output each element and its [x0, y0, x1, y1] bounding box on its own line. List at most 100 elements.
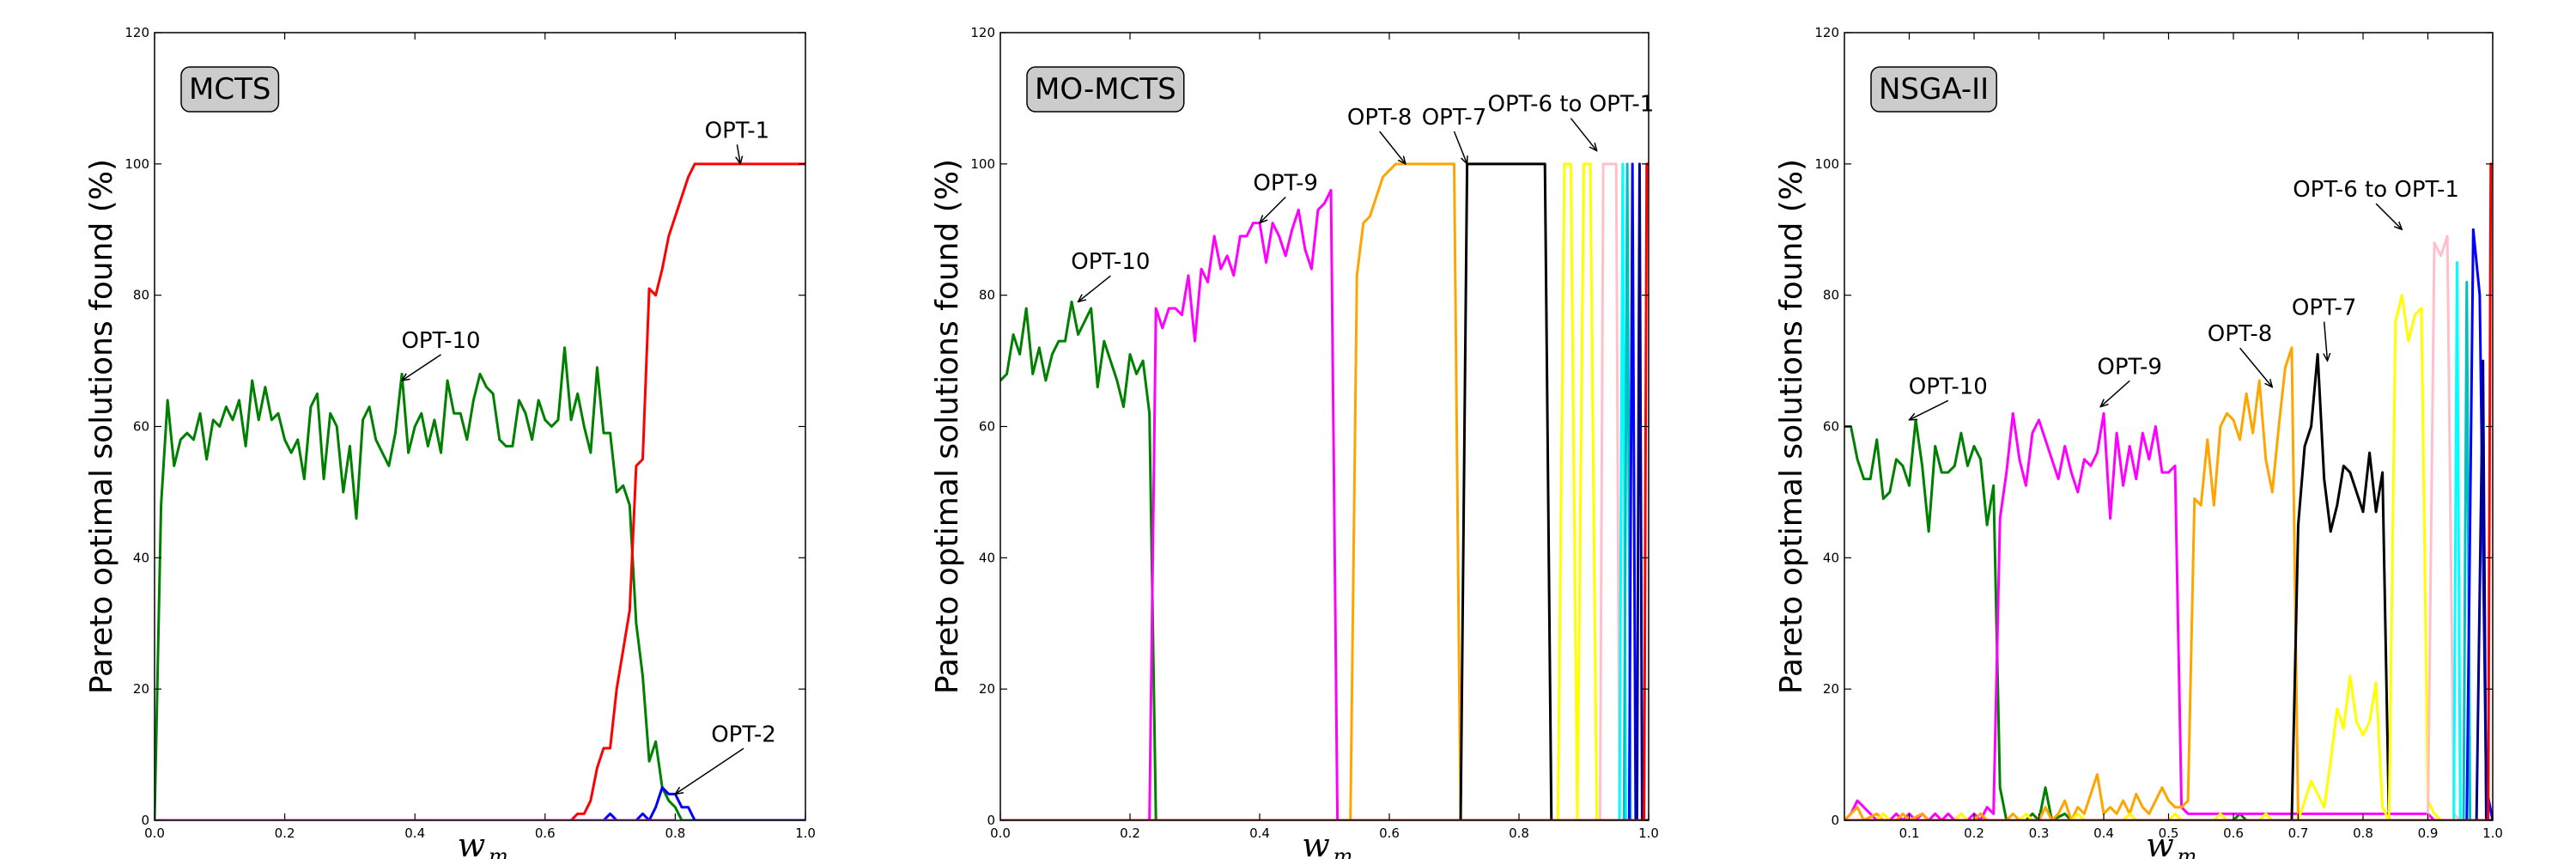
x-tick-label: 0.6 — [535, 825, 556, 841]
series-group — [155, 162, 805, 820]
annotation-arrow — [1078, 275, 1111, 302]
annotation-arrow — [1453, 131, 1467, 164]
x-tick-label: 0.0 — [144, 825, 165, 841]
series-line-6 — [1000, 162, 1649, 820]
annotation-opt-1: OPT-1 — [705, 118, 769, 164]
series-line-1 — [1844, 411, 2493, 820]
series-line-2 — [1844, 346, 2493, 820]
annotation-arrow — [1379, 131, 1406, 164]
x-tick-label: 0.0 — [990, 825, 1011, 841]
series-line-1 — [155, 162, 805, 820]
series-line-3 — [1844, 352, 2493, 820]
annotation-arrow — [675, 747, 744, 794]
annotation-opt-7: OPT-7 — [1422, 105, 1487, 164]
series-line-7 — [1000, 162, 1649, 820]
y-tick-label: 120 — [1814, 25, 1839, 40]
x-tick-label: 0.6 — [1379, 825, 1400, 841]
annotation-opt-8: OPT-8 — [1347, 105, 1413, 164]
annotation-opt-10: OPT-10 — [401, 328, 481, 381]
x-axis-label-subscript: m — [1334, 844, 1353, 859]
annotation-label: OPT-9 — [2097, 354, 2162, 380]
annotation-label: OPT-8 — [2208, 321, 2273, 347]
y-tick-label: 0 — [987, 813, 995, 828]
x-tick-label: 0.5 — [2159, 825, 2179, 841]
annotation-opt-6-to-opt-1: OPT-6 to OPT-1 — [1488, 92, 1654, 151]
annotation-arrow — [2375, 203, 2402, 229]
y-tick-label: 120 — [125, 25, 149, 40]
x-tick-label: 0.2 — [1964, 825, 1984, 841]
series-line-2 — [155, 786, 805, 820]
y-tick-label: 60 — [1823, 419, 1839, 435]
x-tick-label: 0.8 — [665, 825, 685, 841]
series-line-2 — [1000, 162, 1649, 820]
plot-frame — [1844, 32, 2494, 821]
y-tick-label: 80 — [1823, 288, 1839, 303]
series-line-5 — [1000, 162, 1649, 820]
annotation-label: OPT-9 — [1253, 170, 1318, 196]
panel-nsga-ii: 0 20 40 60 80 100 120 0.1 0.2 0.3 0.4 0.5 0.6 0.7 0.8 0… — [1774, 25, 2503, 859]
annotation-label: OPT-7 — [1422, 105, 1487, 131]
y-tick-label: 60 — [133, 419, 149, 435]
x-tick-label: 0.4 — [404, 825, 425, 841]
y-tick-label: 20 — [979, 681, 995, 697]
x-tick-label: 0.8 — [2353, 825, 2373, 841]
x-tick-label: 1.0 — [795, 825, 816, 841]
x-axis-label-subscript: m — [489, 844, 508, 859]
title-box-background — [1870, 66, 1997, 113]
panel-title-box: MO-MCTS — [1026, 66, 1185, 113]
series-line-0 — [155, 346, 805, 820]
y-tick-label: 40 — [979, 550, 995, 565]
y-tick-label: 80 — [133, 288, 149, 303]
annotation-opt-10: OPT-10 — [1071, 249, 1150, 302]
title-box-background — [180, 66, 280, 113]
x-tick-label: 0.4 — [2093, 825, 2114, 841]
y-tick-label: 100 — [1814, 156, 1839, 172]
series-line-4 — [1000, 162, 1649, 820]
y-axis-label: Pareto optimal solutions found (%) — [84, 159, 119, 694]
annotation-opt-8: OPT-8 — [2208, 321, 2273, 387]
annotation-opt-7: OPT-7 — [2292, 295, 2356, 361]
series-line-3 — [1000, 162, 1649, 820]
x-tick-label: 0.8 — [1509, 825, 1529, 841]
x-tick-label: 1.0 — [1638, 825, 1659, 841]
series-line-10 — [1844, 162, 2493, 820]
y-tick-label: 40 — [1823, 550, 1839, 565]
x-axis-label: w — [1302, 826, 1330, 859]
series-line-0 — [1844, 418, 2493, 820]
annotation-label: OPT-10 — [401, 328, 480, 354]
series-line-9 — [1000, 162, 1649, 820]
panel-title: NSGA-II — [1879, 72, 1989, 107]
panel-title-box: MCTS — [180, 66, 280, 113]
series-line-6 — [1844, 260, 2493, 820]
x-tick-label: 0.4 — [1249, 825, 1270, 841]
y-tick-label: 20 — [133, 681, 149, 697]
y-tick-label: 100 — [970, 156, 995, 172]
annotation-opt-9: OPT-9 — [1253, 170, 1318, 222]
annotation-arrow — [2100, 380, 2130, 406]
panel-title: MO-MCTS — [1035, 72, 1176, 107]
x-tick-label: 0.2 — [275, 825, 295, 841]
y-tick-label: 80 — [979, 288, 995, 303]
x-tick-label: 0.2 — [1120, 825, 1140, 841]
annotation-label: OPT-8 — [1347, 105, 1413, 131]
annotation-label: OPT-10 — [1909, 374, 1988, 399]
x-tick-label: 1.0 — [2482, 825, 2503, 841]
plot-frame — [154, 32, 806, 821]
y-axis-label: Pareto optimal solutions found (%) — [1774, 159, 1809, 694]
annotation-label: OPT-6 to OPT-1 — [2293, 177, 2459, 203]
y-tick-label: 120 — [970, 25, 995, 40]
annotation-label: OPT-10 — [1071, 249, 1150, 275]
annotation-opt-10: OPT-10 — [1909, 374, 1988, 420]
series-line-4 — [1844, 294, 2493, 820]
annotation-arrow — [737, 144, 740, 164]
y-tick-label: 60 — [979, 419, 995, 435]
series-line-1 — [1000, 188, 1649, 820]
x-tick-label: 0.9 — [2418, 825, 2439, 841]
x-axis-label-subscript: m — [2178, 844, 2197, 859]
panel-title-box: NSGA-II — [1870, 66, 1997, 113]
x-tick-label: 0.6 — [2223, 825, 2244, 841]
series-group — [1844, 162, 2493, 820]
y-tick-label: 100 — [125, 156, 149, 172]
series-line-0 — [1000, 300, 1649, 820]
